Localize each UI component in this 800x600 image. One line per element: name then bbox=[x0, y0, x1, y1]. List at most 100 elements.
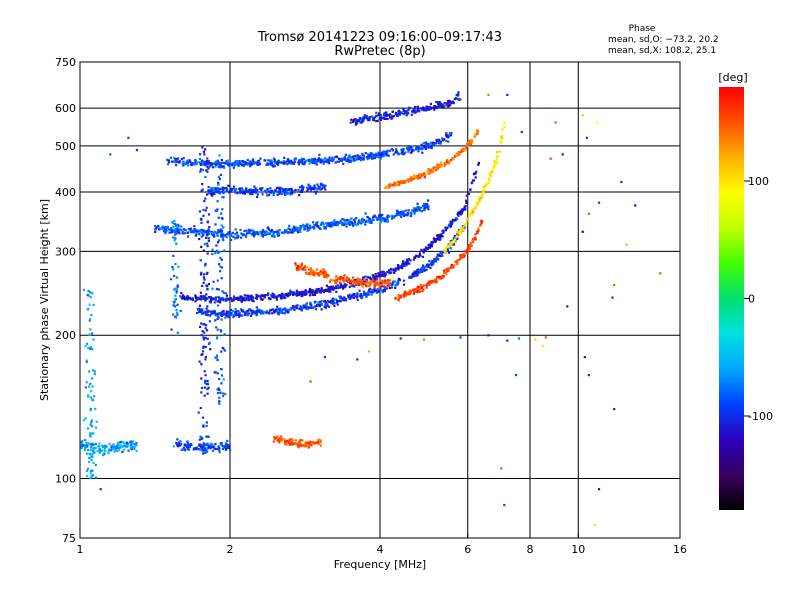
data-point bbox=[268, 162, 271, 166]
data-point bbox=[448, 160, 451, 163]
data-point bbox=[463, 205, 466, 208]
data-point bbox=[397, 295, 400, 298]
data-point bbox=[429, 280, 432, 284]
data-point bbox=[209, 297, 212, 300]
data-point bbox=[226, 162, 229, 165]
data-point bbox=[439, 251, 442, 254]
data-point bbox=[321, 221, 324, 224]
data-point bbox=[90, 377, 94, 380]
data-point bbox=[480, 222, 483, 225]
data-point bbox=[369, 283, 372, 286]
data-point bbox=[324, 307, 328, 310]
data-point bbox=[456, 262, 459, 266]
data-point bbox=[92, 432, 95, 435]
data-point bbox=[382, 270, 385, 273]
data-point bbox=[472, 207, 475, 210]
data-point bbox=[210, 442, 213, 445]
data-point bbox=[315, 268, 319, 271]
data-point bbox=[216, 186, 219, 190]
data-point bbox=[330, 285, 333, 288]
data-point bbox=[290, 187, 293, 190]
data-point bbox=[220, 234, 223, 237]
data-point bbox=[417, 105, 420, 108]
data-point bbox=[84, 445, 87, 448]
data-point bbox=[441, 254, 444, 257]
data-point bbox=[380, 154, 383, 158]
data-point bbox=[198, 161, 202, 164]
data-point bbox=[430, 106, 433, 109]
data-point bbox=[399, 296, 402, 299]
data-point bbox=[356, 280, 359, 283]
data-point bbox=[244, 311, 247, 314]
data-point bbox=[163, 226, 166, 229]
data-point bbox=[462, 147, 465, 150]
data-point bbox=[308, 289, 311, 292]
data-point bbox=[240, 232, 243, 235]
data-point bbox=[365, 117, 368, 120]
data-point bbox=[269, 229, 272, 232]
data-point bbox=[494, 159, 498, 162]
data-point bbox=[219, 164, 222, 167]
data-point bbox=[100, 449, 103, 452]
data-point bbox=[378, 290, 381, 293]
data-point bbox=[378, 150, 381, 153]
data-point bbox=[277, 163, 280, 166]
data-point bbox=[210, 230, 213, 233]
data-point bbox=[435, 165, 438, 169]
data-point bbox=[343, 286, 346, 289]
data-point bbox=[220, 161, 224, 164]
data-point bbox=[335, 290, 338, 293]
data-point bbox=[204, 443, 207, 446]
data-point bbox=[424, 147, 428, 150]
data-point bbox=[207, 228, 210, 231]
data-point bbox=[420, 286, 423, 289]
data-point bbox=[120, 440, 123, 443]
data-point bbox=[205, 424, 208, 427]
data-point bbox=[111, 447, 114, 451]
data-point bbox=[271, 295, 274, 298]
data-point bbox=[323, 305, 327, 308]
data-point bbox=[393, 183, 397, 186]
data-point bbox=[206, 230, 209, 233]
data-point bbox=[122, 441, 125, 444]
data-point bbox=[265, 232, 268, 235]
data-point bbox=[211, 449, 215, 452]
data-point bbox=[398, 113, 402, 116]
data-point bbox=[199, 446, 203, 449]
data-point bbox=[348, 219, 351, 222]
data-point bbox=[88, 319, 91, 322]
data-point bbox=[247, 190, 250, 193]
data-point bbox=[175, 309, 178, 312]
data-point bbox=[422, 251, 425, 254]
data-point bbox=[361, 152, 364, 155]
data-point bbox=[426, 283, 429, 286]
data-point bbox=[250, 191, 253, 194]
data-point bbox=[419, 283, 422, 286]
data-point bbox=[286, 163, 289, 166]
data-point bbox=[295, 226, 298, 229]
data-point bbox=[471, 208, 474, 211]
data-point bbox=[175, 242, 178, 245]
data-point bbox=[446, 104, 449, 107]
data-point bbox=[322, 273, 325, 277]
data-point bbox=[203, 295, 206, 298]
data-point bbox=[417, 207, 421, 210]
data-point bbox=[408, 107, 411, 110]
data-point bbox=[87, 347, 90, 350]
data-point bbox=[411, 209, 414, 212]
data-point bbox=[362, 290, 366, 293]
data-point bbox=[367, 219, 370, 222]
data-point bbox=[380, 274, 383, 277]
data-point bbox=[258, 163, 261, 166]
data-point bbox=[379, 287, 382, 290]
data-point bbox=[317, 438, 320, 441]
data-point bbox=[86, 452, 89, 455]
data-point bbox=[227, 312, 231, 315]
data-point bbox=[279, 439, 283, 442]
data-point bbox=[295, 293, 298, 296]
data-point bbox=[113, 450, 116, 453]
data-point bbox=[98, 448, 101, 451]
data-point bbox=[315, 162, 318, 165]
data-point bbox=[320, 222, 323, 225]
data-point bbox=[343, 283, 346, 286]
